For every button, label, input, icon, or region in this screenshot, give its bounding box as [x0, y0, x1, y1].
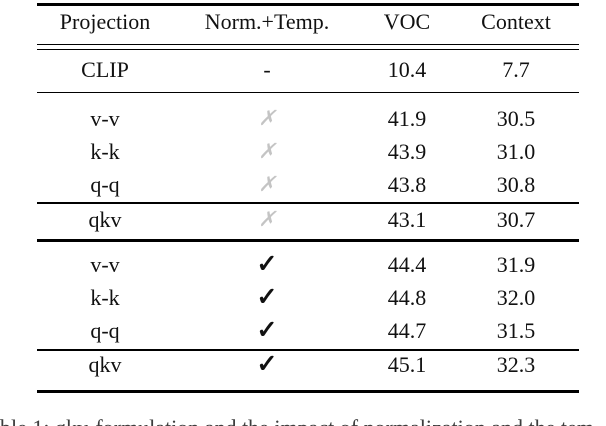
cell-projection: v-v [90, 252, 120, 277]
cell-context: 31.9 [496, 252, 536, 277]
table-header-rule-a [37, 44, 579, 46]
cell-context: 7.7 [502, 57, 530, 82]
cell-projection: q-q [90, 318, 120, 343]
col-header-norm-temp: Norm.+Temp. [204, 9, 330, 34]
cell-context: 30.8 [496, 172, 536, 197]
cell-voc: 43.1 [387, 207, 427, 232]
check-icon: ✓ [256, 284, 278, 311]
table-row: v-v ✗ 41.9 30.5 [37, 102, 579, 135]
cell-context: 30.5 [496, 106, 536, 131]
table-header-row: Projection Norm.+Temp. VOC Context [37, 5, 579, 38]
cell-voc: 44.7 [387, 318, 427, 343]
table-row: k-k ✓ 44.8 32.0 [37, 281, 579, 314]
col-header-projection: Projection [59, 9, 151, 34]
col-header-context: Context [481, 9, 551, 34]
cell-projection: v-v [90, 106, 120, 131]
cell-voc: 44.8 [387, 285, 427, 310]
cell-projection: k-k [90, 285, 120, 310]
cell-voc: 41.9 [387, 106, 427, 131]
table-row: q-q ✗ 43.8 30.8 [37, 168, 579, 201]
table-row: v-v ✓ 44.4 31.9 [37, 248, 579, 281]
dash-icon: - [263, 57, 271, 82]
table-midrule-group2 [37, 349, 579, 351]
table-midrule-clip [37, 91, 579, 93]
cell-voc: 10.4 [387, 57, 427, 82]
table-row: qkv ✗ 43.1 30.7 [37, 203, 579, 236]
cross-icon: ✗ [258, 139, 276, 163]
table-header-rule-b [37, 48, 579, 51]
table-row: q-q ✓ 44.7 31.5 [37, 314, 579, 347]
cell-voc: 44.4 [387, 252, 427, 277]
check-icon: ✓ [256, 317, 278, 344]
cross-icon: ✗ [258, 106, 276, 130]
table-toprule [37, 3, 579, 6]
table-row: CLIP - 10.4 7.7 [37, 53, 579, 86]
cell-context: 30.7 [496, 207, 536, 232]
cell-projection: q-q [90, 172, 120, 197]
table-row: qkv ✓ 45.1 32.3 [37, 348, 579, 381]
cell-projection: CLIP [81, 57, 129, 82]
cell-voc: 45.1 [387, 352, 427, 377]
table-midrule-group1 [37, 202, 579, 204]
table-row: k-k ✗ 43.9 31.0 [37, 135, 579, 168]
col-header-voc: VOC [383, 9, 431, 34]
cell-voc: 43.8 [387, 172, 427, 197]
cell-context: 32.3 [496, 352, 536, 377]
cross-icon: ✗ [258, 172, 276, 196]
check-icon: ✓ [256, 251, 278, 278]
cross-icon: ✗ [258, 207, 276, 231]
cell-context: 32.0 [496, 285, 536, 310]
cell-projection: qkv [88, 352, 122, 377]
cell-context: 31.0 [496, 139, 536, 164]
cell-voc: 43.9 [387, 139, 427, 164]
cell-context: 31.5 [496, 318, 536, 343]
caption-clipped: ble 1: qkv-formulation and the impact of… [0, 415, 606, 426]
cell-projection: k-k [90, 139, 120, 164]
table-group-separator [37, 239, 579, 242]
cell-projection: qkv [88, 207, 122, 232]
caption-text: ble 1: qkv-formulation and the impact of… [0, 415, 606, 426]
table-bottomrule [37, 389, 579, 393]
check-icon: ✓ [256, 351, 278, 378]
